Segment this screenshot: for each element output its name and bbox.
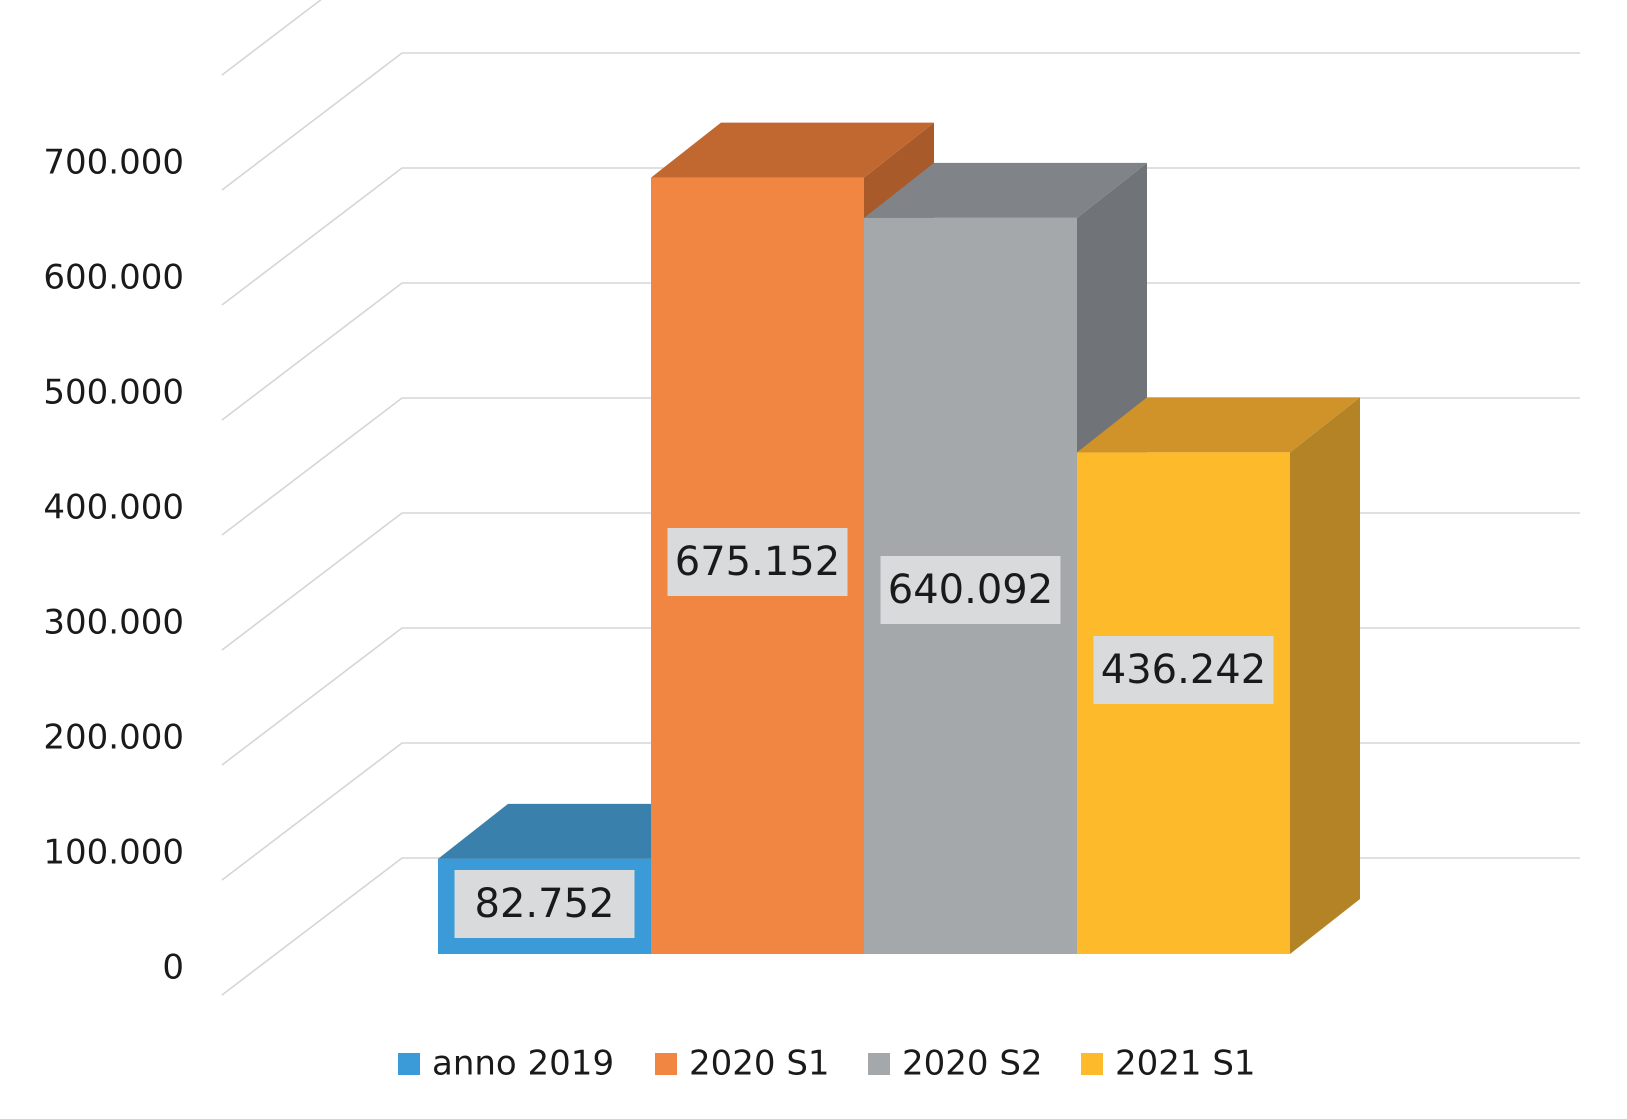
legend-item: 2020 S1: [655, 1044, 830, 1084]
bar-top: [438, 803, 721, 859]
data-label: 436.242: [1093, 636, 1274, 704]
legend-item: anno 2019: [398, 1044, 614, 1084]
legend-item: 2020 S2: [868, 1044, 1043, 1084]
data-label-text: 82.752: [475, 881, 615, 927]
data-label: 675.152: [667, 528, 848, 596]
y-tick-label: 500.000: [43, 373, 184, 413]
data-label-box: [667, 528, 848, 596]
gridline: [221, 52, 1580, 191]
data-label: 640.092: [880, 556, 1061, 624]
data-label-box: [454, 870, 635, 938]
legend-swatch: [655, 1053, 677, 1075]
y-tick-label: 0: [162, 948, 184, 988]
legend-label: anno 2019: [432, 1044, 614, 1084]
legend-label: 2020 S2: [902, 1044, 1043, 1084]
legend-item: 2021 S1: [1081, 1044, 1256, 1084]
data-label-text: 436.242: [1101, 647, 1266, 693]
bar-top: [1077, 397, 1360, 453]
legend-label: 2021 S1: [1115, 1044, 1256, 1084]
legend-swatch: [398, 1053, 420, 1075]
bar-top: [864, 162, 1147, 218]
data-label: 82.752: [454, 870, 635, 938]
gridline: [221, 282, 1580, 421]
y-tick-label: 100.000: [43, 833, 184, 873]
bar-top: [651, 122, 934, 178]
legend-label: 2020 S1: [689, 1044, 830, 1084]
bar-side: [1290, 397, 1360, 955]
legend: anno 2019 2020 S1 2020 S2 2021 S1: [398, 1044, 1256, 1084]
y-tick-label: 600.000: [43, 258, 184, 298]
y-tick-label: 700.000: [43, 143, 184, 183]
data-label-box: [1093, 636, 1274, 704]
gridlines: [221, 0, 1580, 996]
gridline: [221, 167, 1580, 306]
data-label-box: [880, 556, 1061, 624]
y-axis-ticks: 0 100.000 200.000 300.000 400.000 500.000 600.…: [43, 143, 184, 988]
y-tick-label: 300.000: [43, 603, 184, 643]
y-tick-label: 400.000: [43, 488, 184, 528]
data-label-text: 675.152: [675, 539, 840, 585]
data-label-text: 640.092: [888, 567, 1053, 613]
y-tick-label: 200.000: [43, 718, 184, 758]
legend-swatch: [1081, 1053, 1103, 1075]
bars: [438, 122, 1360, 955]
gridline: [221, 0, 322, 76]
data-labels: 82.752 675.152 640.092 436.242: [454, 528, 1274, 938]
legend-swatch: [868, 1053, 890, 1075]
